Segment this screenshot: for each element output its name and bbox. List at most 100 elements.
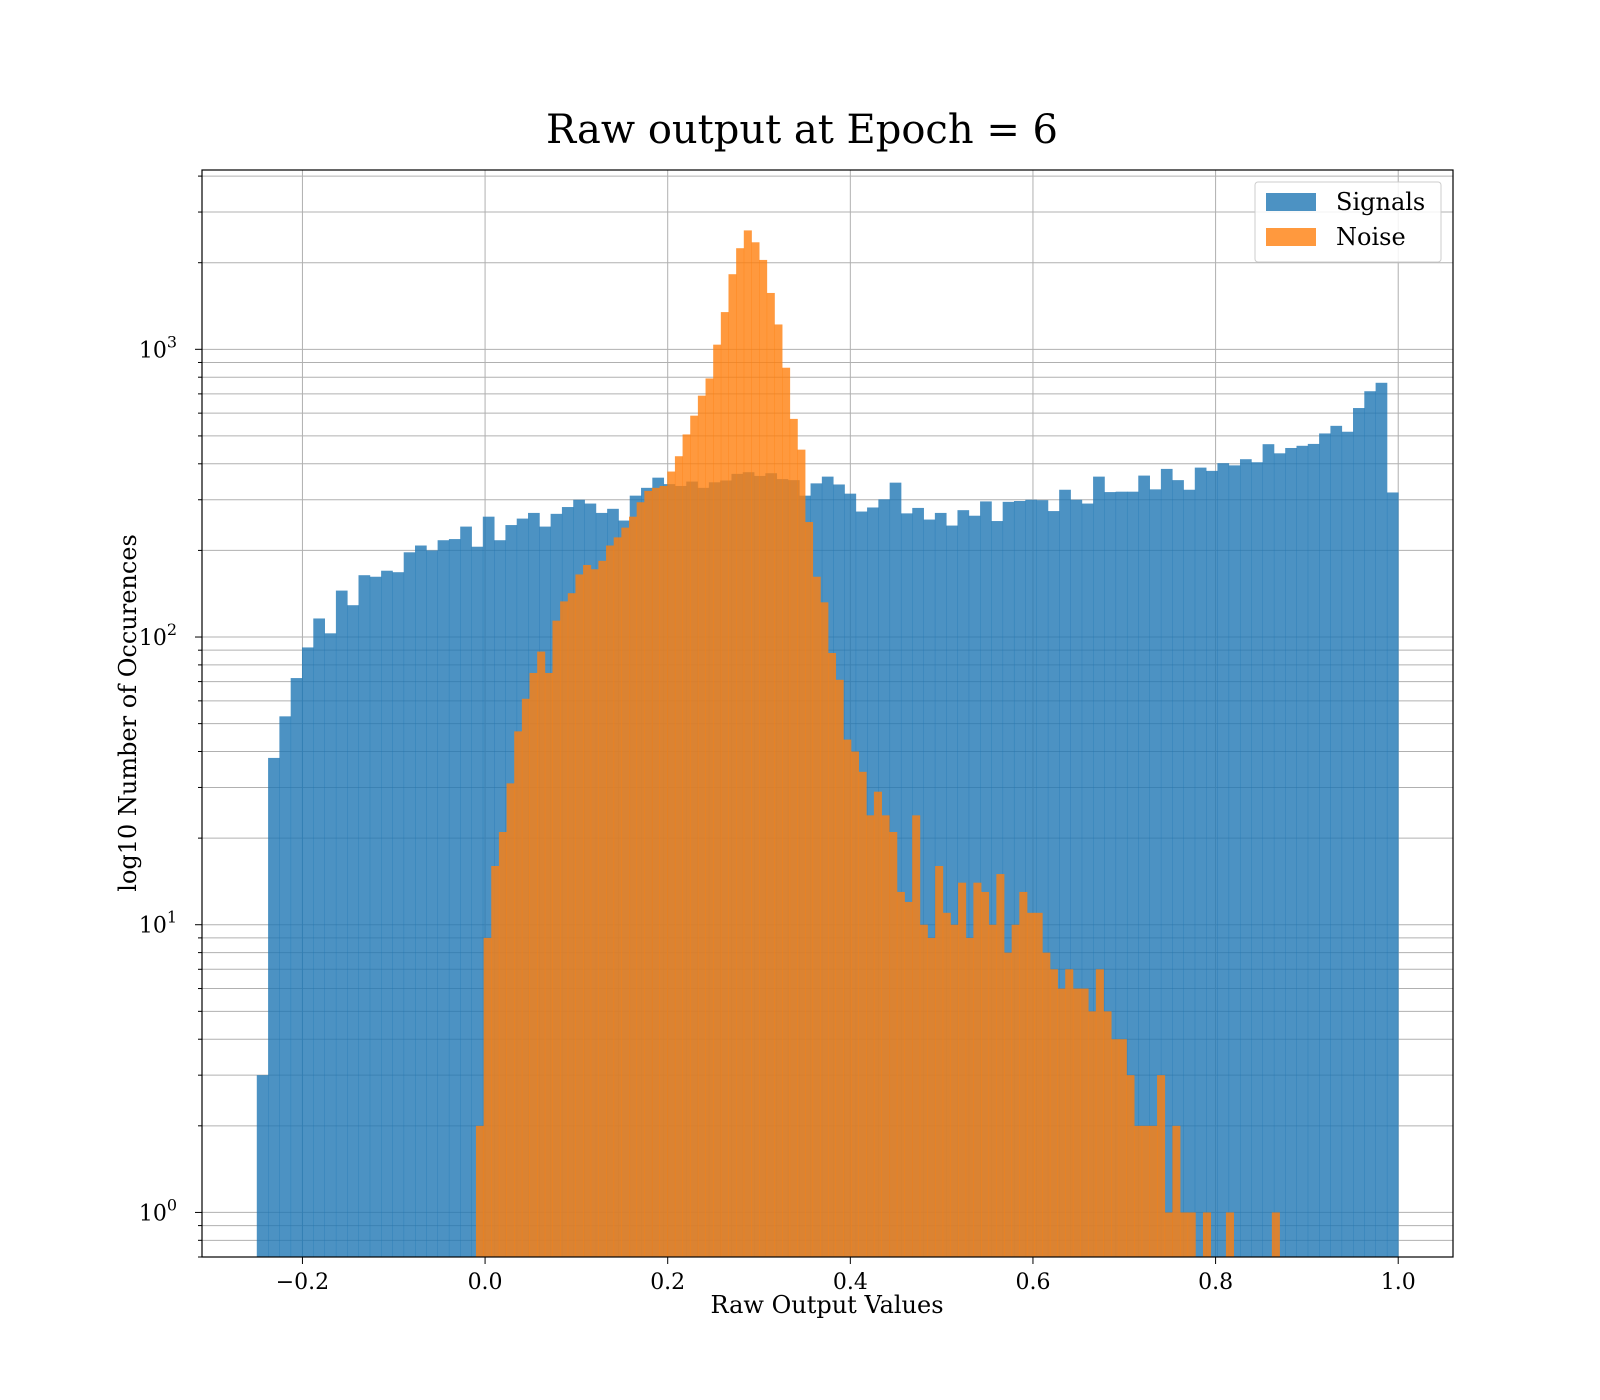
- histogram-bar: [290, 678, 303, 1257]
- histogram-bar: [900, 513, 913, 1257]
- histogram-bar: [621, 527, 630, 1257]
- histogram-bar: [1271, 1212, 1280, 1257]
- histogram-bar: [766, 292, 775, 1257]
- histogram-bar: [1011, 924, 1020, 1257]
- histogram-bar: [606, 545, 615, 1257]
- histogram-bar: [659, 485, 668, 1258]
- histogram-bar: [1160, 468, 1173, 1258]
- histogram-bars: [256, 230, 1399, 1258]
- histogram-bar: [728, 274, 737, 1257]
- histogram-bar: [1080, 988, 1089, 1257]
- histogram-bar: [1187, 1212, 1196, 1257]
- histogram-bar: [927, 937, 936, 1257]
- histogram-bar: [981, 891, 990, 1257]
- histogram-bar: [575, 574, 584, 1257]
- histogram-bar: [1034, 912, 1043, 1257]
- histogram-bar: [1065, 969, 1074, 1257]
- histogram-bar: [690, 415, 699, 1258]
- histogram-bar: [889, 832, 898, 1257]
- histogram-bar: [797, 449, 806, 1257]
- histogram-bar: [881, 815, 890, 1257]
- histogram-bar: [1141, 1125, 1150, 1257]
- histogram-bar: [460, 526, 472, 1257]
- histogram-bar: [935, 866, 944, 1257]
- histogram-bar: [1070, 499, 1083, 1257]
- y-axis: 100 101 102 103: [139, 175, 202, 1258]
- histogram-bar: [1059, 489, 1071, 1258]
- histogram-bar: [1202, 1212, 1212, 1257]
- histogram-bar: [904, 901, 913, 1257]
- histogram-bar: [812, 576, 821, 1257]
- chart-title: Raw output at Epoch = 6: [546, 107, 1058, 153]
- histogram-bar: [651, 487, 661, 1257]
- y-tick-label: 102: [139, 620, 177, 651]
- histogram-bar: [256, 1075, 269, 1257]
- x-tick-label: 0.6: [1015, 1270, 1050, 1295]
- histogram-bar: [1138, 475, 1150, 1257]
- histogram-bar: [743, 230, 752, 1257]
- histogram-bar: [820, 602, 829, 1257]
- histogram-bar: [1225, 1212, 1234, 1257]
- histogram-bar: [1149, 489, 1162, 1257]
- histogram-bar: [774, 324, 783, 1257]
- histogram-bar: [1126, 491, 1139, 1258]
- histogram-bar: [544, 672, 553, 1257]
- histogram-bar: [980, 501, 992, 1257]
- histogram-bar: [1307, 443, 1320, 1257]
- histogram-bar: [1353, 408, 1365, 1257]
- histogram-bar: [1013, 501, 1026, 1258]
- histogram-bar: [498, 832, 507, 1257]
- histogram-bar: [1364, 391, 1377, 1258]
- histogram-bar: [301, 647, 314, 1257]
- histogram-bar: [1180, 1212, 1189, 1257]
- histogram-bar: [324, 633, 337, 1257]
- plot-frame: [201, 169, 1454, 1258]
- histogram-bar: [1134, 1125, 1143, 1257]
- histogram-bar: [1375, 382, 1388, 1257]
- histogram-bar: [279, 716, 292, 1257]
- histogram-bar: [335, 590, 348, 1257]
- histogram-bar: [475, 1125, 484, 1257]
- histogram-bar: [1003, 952, 1013, 1257]
- histogram-bar: [1273, 453, 1286, 1257]
- histogram-bar: [1088, 1011, 1097, 1257]
- x-axis-label: Raw Output Values: [710, 1291, 943, 1319]
- histogram-bar: [988, 924, 997, 1257]
- histogram-bar: [1049, 969, 1058, 1257]
- histogram-bar: [1081, 503, 1094, 1257]
- legend-swatch-signals: [1266, 193, 1316, 211]
- histogram-bar: [850, 751, 859, 1257]
- y-axis-label: log10 Number of Occurences: [114, 534, 142, 892]
- histogram-bar: [1047, 511, 1060, 1257]
- histogram-bar: [1104, 492, 1117, 1257]
- histogram-bar: [843, 739, 852, 1257]
- histogram-bar: [1217, 463, 1230, 1258]
- histogram-bar: [583, 564, 592, 1257]
- histogram-bar: [590, 569, 599, 1257]
- histogram-bar: [1095, 969, 1104, 1257]
- y-tick-label: 103: [139, 332, 177, 363]
- histogram-bar: [1172, 1125, 1181, 1257]
- x-axis: −0.2 0.0 0.2 0.4 0.6 0.8 1.0: [276, 1257, 1416, 1295]
- histogram-bar: [1341, 431, 1354, 1257]
- histogram-bar: [1164, 1212, 1173, 1257]
- histogram-bar: [1115, 491, 1128, 1258]
- histogram-bar: [514, 731, 523, 1257]
- histogram-bar: [1296, 445, 1309, 1258]
- histogram-bar: [491, 866, 500, 1257]
- histogram-bar: [521, 698, 530, 1257]
- histogram-bar: [1057, 988, 1066, 1257]
- histogram-bar: [483, 937, 492, 1257]
- histogram-bar: [426, 550, 439, 1257]
- histogram-bar: [1002, 501, 1015, 1257]
- legend-swatch-noise: [1266, 228, 1316, 246]
- histogram-bar: [636, 502, 645, 1257]
- histogram-bar: [946, 525, 958, 1257]
- histogram-bar: [1118, 1039, 1127, 1257]
- histogram-bar: [313, 618, 325, 1257]
- histogram-bar: [1262, 444, 1275, 1257]
- histogram-bar: [1072, 988, 1081, 1257]
- histogram-bar: [529, 672, 538, 1257]
- histogram-bar: [448, 539, 461, 1257]
- histogram-bar: [736, 248, 745, 1258]
